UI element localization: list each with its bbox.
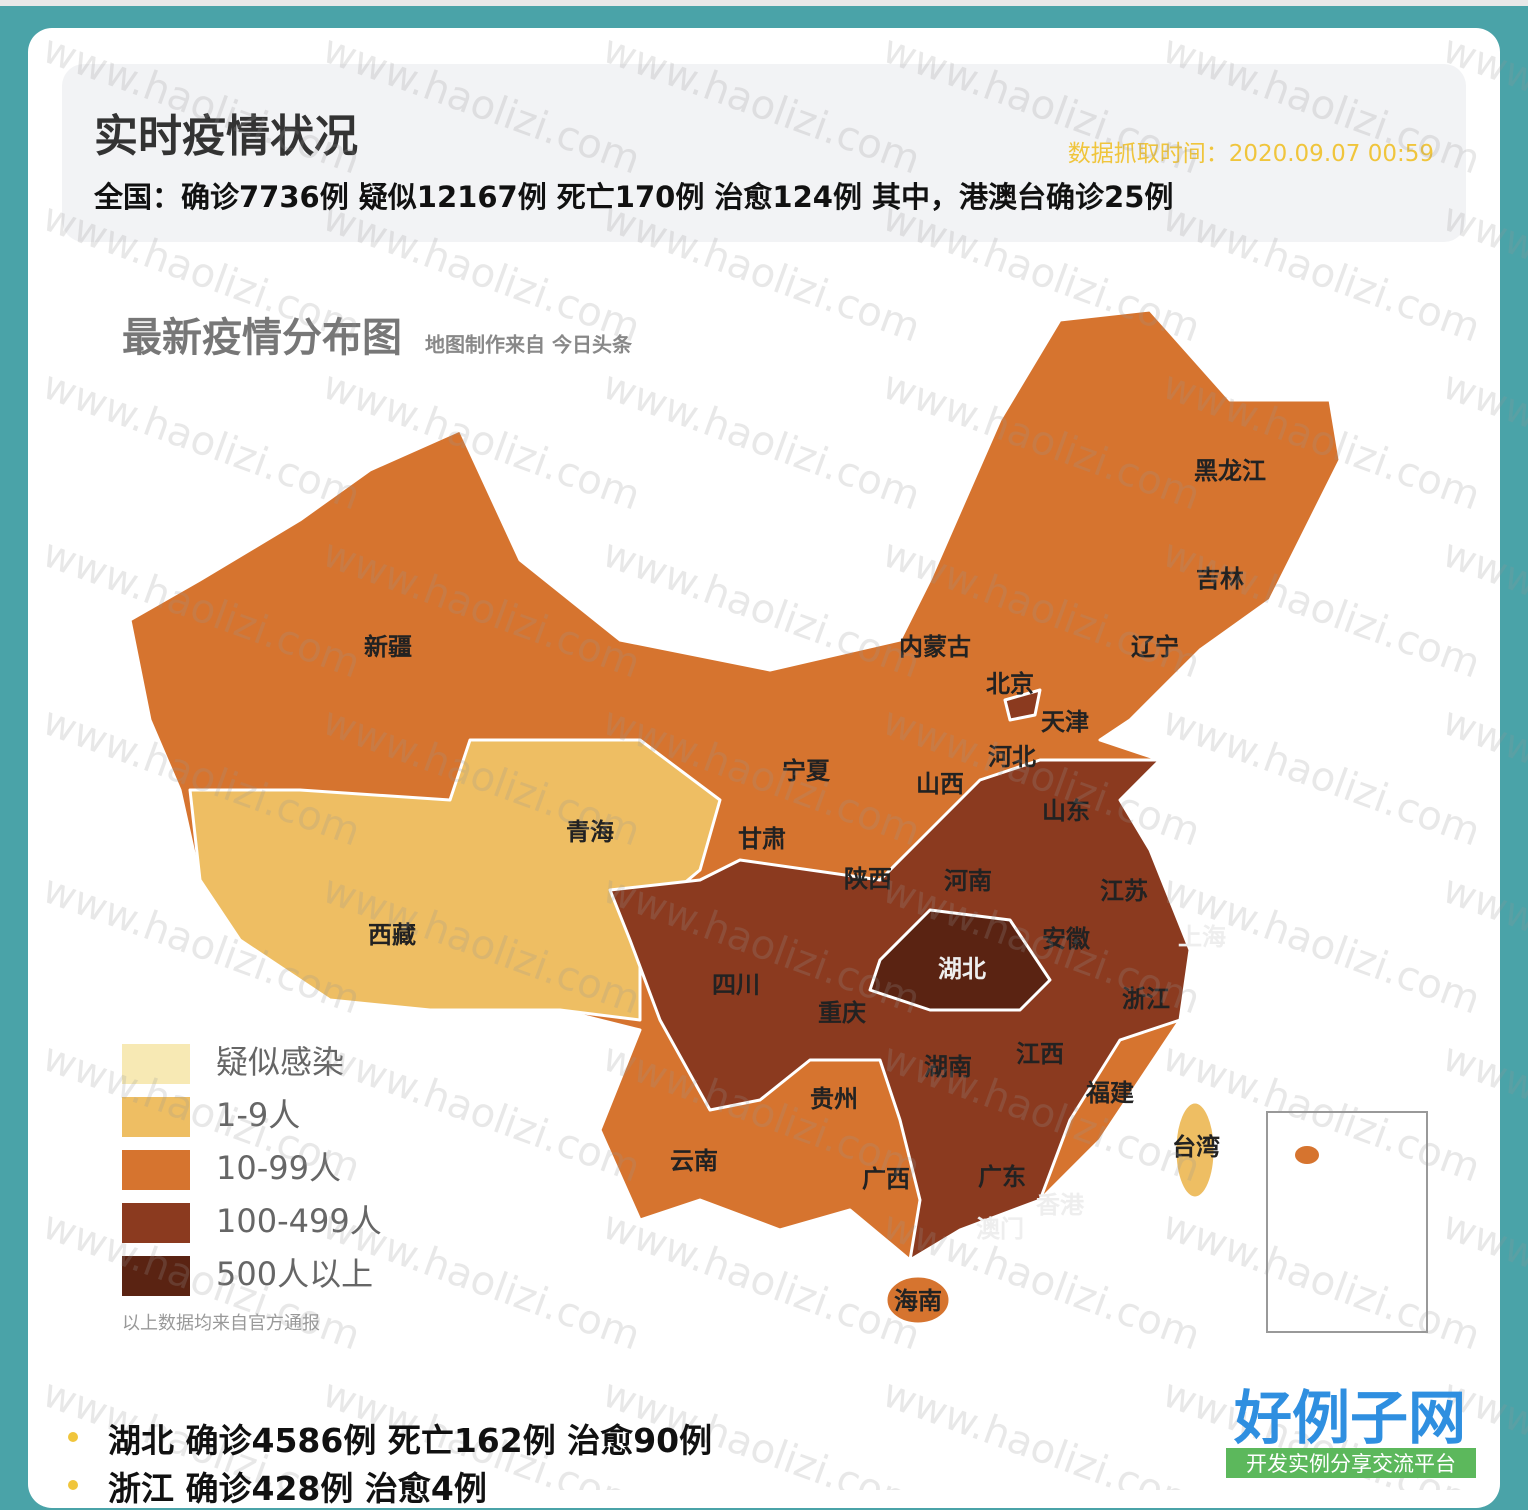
legend-swatch [122, 1044, 190, 1084]
province-label: 四川 [712, 971, 760, 999]
province-label: 安徽 [1042, 925, 1091, 953]
legend-swatch [122, 1097, 190, 1137]
province-label: 陕西 [844, 865, 892, 893]
summary: 全国：确诊7736例 疑似12167例 死亡170例 治愈124例 其中，港澳台… [94, 180, 1174, 214]
watermark: www.haolizi.com [1157, 26, 1487, 183]
province-label: 河北 [988, 743, 1036, 771]
province-label: 贵州 [810, 1085, 858, 1113]
watermark: www.haolizi.com [317, 1034, 647, 1191]
province-label: 澳门 [976, 1215, 1024, 1243]
province-label: 湖南 [924, 1053, 972, 1081]
province-label: 宁夏 [782, 757, 831, 785]
province-label: 河南 [944, 867, 992, 895]
watermark: www.haolizi.com [37, 26, 367, 183]
legend-label: 疑似感染 [216, 1043, 344, 1081]
legend-swatch [122, 1203, 190, 1243]
province-label: 重庆 [818, 999, 866, 1027]
watermark: www.haolizi.com [1157, 194, 1487, 351]
bullet [68, 1432, 78, 1442]
province-label: 福建 [1085, 1079, 1134, 1107]
province-label: 海南 [894, 1287, 942, 1315]
bullet [68, 1480, 78, 1490]
province-label: 广东 [978, 1163, 1026, 1191]
region [1003, 688, 1042, 722]
province-label: 山西 [916, 770, 964, 798]
province-label: 西藏 [368, 921, 416, 949]
watermark: www.haolizi.com [597, 362, 927, 519]
province-label: 江苏 [1100, 877, 1148, 905]
inset-island [1295, 1146, 1319, 1164]
watermark: www.haolizi.com [877, 26, 1207, 183]
legend-swatch [122, 1150, 190, 1190]
map-title: 最新疫情分布图 [122, 315, 402, 361]
watermark: www.haolizi.com [1157, 698, 1487, 855]
inset-box [1266, 1111, 1428, 1333]
province-label: 山东 [1042, 797, 1090, 825]
province-label: 香港 [1036, 1191, 1085, 1219]
watermark: www.haolizi.com [317, 26, 647, 183]
header-title: 实时疫情状况 [94, 111, 358, 162]
province-label: 新疆 [364, 633, 412, 661]
region [1173, 1100, 1217, 1200]
province-label: 青海 [566, 818, 614, 846]
region [884, 1274, 952, 1326]
province-label: 黑龙江 [1194, 457, 1266, 485]
region [868, 908, 1052, 1012]
province-label: 广西 [862, 1165, 910, 1193]
province-label: 北京 [986, 670, 1034, 698]
header-box [62, 64, 1466, 242]
update-time: 数据抓取时间：2020.09.07 00:59 [1067, 141, 1434, 167]
top-bar [0, 0, 1528, 6]
watermark: www.haolizi.com [597, 194, 927, 351]
regions [128, 308, 1342, 1326]
region [608, 758, 1192, 1262]
logo-band [1226, 1448, 1476, 1478]
map-note: 以上数据均来自官方通报 [122, 1313, 320, 1334]
province-label: 吉林 [1196, 565, 1244, 593]
legend-label: 10-99人 [216, 1149, 341, 1187]
legend-label: 1-9人 [216, 1096, 300, 1134]
watermark: www.haolizi.com [37, 362, 367, 519]
logo-tagline: 开发实例分享交流平台 [1246, 1452, 1456, 1476]
list-item: 浙江 确诊428例 治愈4例 [108, 1469, 487, 1508]
legend-swatch [122, 1256, 190, 1296]
province-label: 上海 [1178, 923, 1226, 951]
watermark: www.haolizi.com [877, 194, 1207, 351]
province-label: 浙江 [1122, 985, 1170, 1013]
province-label: 辽宁 [1131, 633, 1179, 661]
province-label: 天津 [1041, 708, 1089, 736]
list-item: 湖北 确诊4586例 死亡162例 治愈90例 [108, 1421, 713, 1460]
province-label: 云南 [670, 1147, 718, 1175]
watermark: www.haolizi.com [597, 26, 927, 183]
legend-label: 100-499人 [216, 1202, 382, 1240]
province-label: 内蒙古 [899, 633, 971, 661]
watermark: www.haolizi.com [877, 1370, 1207, 1490]
province-label: 湖北 [938, 955, 986, 983]
map-source: 地图制作来自 今日头条 [425, 333, 633, 357]
province-label: 台湾 [1172, 1133, 1220, 1161]
legend-label: 500人以上 [216, 1255, 373, 1293]
province-label: 江西 [1016, 1040, 1064, 1068]
logo-name: 好例子网 [1233, 1384, 1466, 1452]
province-label: 甘肃 [738, 825, 786, 853]
